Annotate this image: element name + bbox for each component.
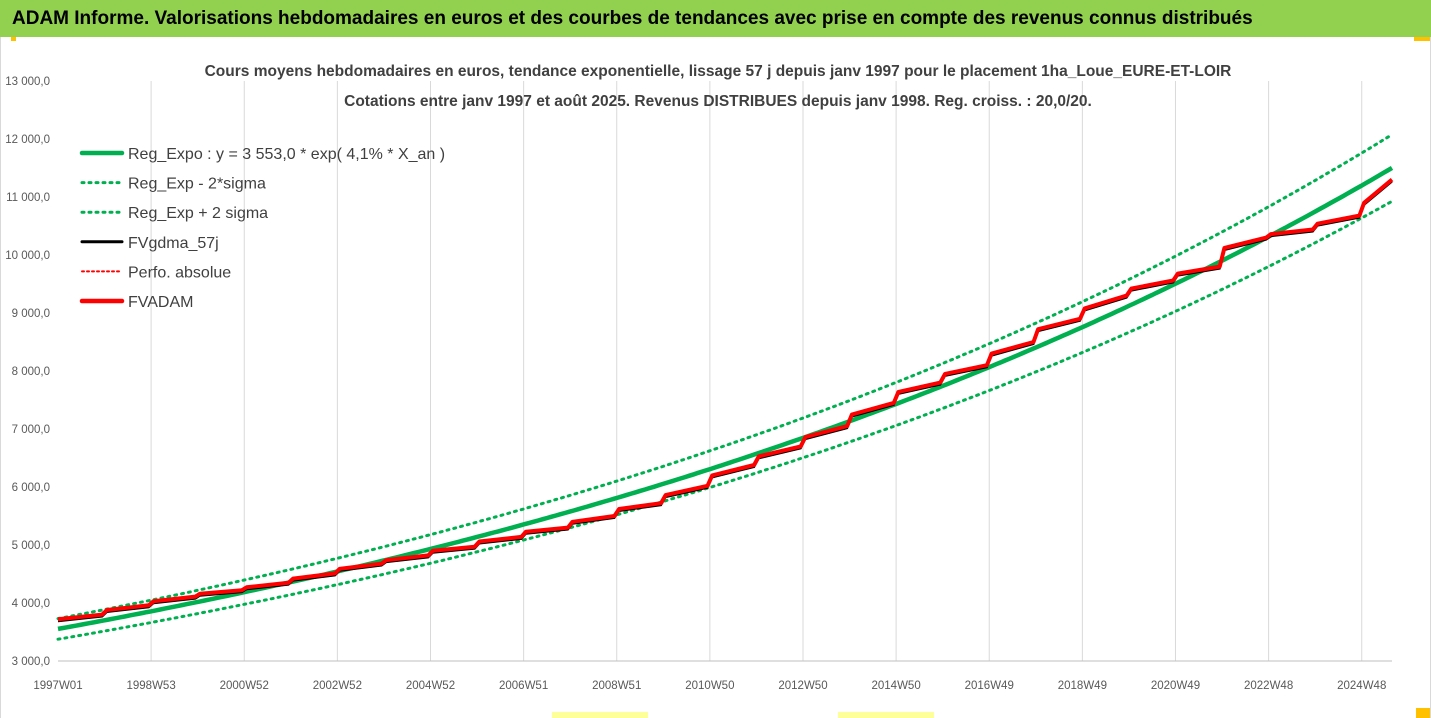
chart-title-line2: Cotations entre janv 1997 et août 2025. …	[344, 93, 1092, 110]
x-tick-label: 2000W52	[220, 680, 269, 692]
series-line-fvadam	[57, 178, 1394, 622]
x-tick-label: 2014W50	[871, 680, 920, 692]
x-tick-label: 1997W01	[33, 680, 82, 692]
x-tick-label: 2018W49	[1058, 680, 1107, 692]
y-tick-label: 8 000,0	[12, 366, 50, 378]
series-line-reg-exp-minus-2sigma	[56, 199, 1394, 641]
x-tick-label: 2006W51	[499, 680, 548, 692]
header-banner: ADAM Informe. Valorisations hebdomadaire…	[0, 0, 1431, 37]
x-tick-label: 2016W49	[965, 680, 1014, 692]
sheet-tab-marker	[838, 712, 934, 718]
x-tick-label: 2010W50	[685, 680, 734, 692]
y-tick-label: 12 000,0	[5, 134, 50, 146]
legend-label: Reg_Expo : y = 3 553,0 * exp( 4,1% * X_a…	[128, 146, 445, 163]
chart-title-line1: Cours moyens hebdomadaires en euros, ten…	[205, 63, 1232, 80]
legend: Reg_Expo : y = 3 553,0 * exp( 4,1% * X_a…	[79, 146, 445, 311]
x-tick-label: 2020W49	[1151, 680, 1200, 692]
legend-label: Reg_Exp - 2*sigma	[128, 176, 266, 193]
x-tick-label: 2012W50	[778, 680, 827, 692]
y-tick-label: 5 000,0	[12, 540, 50, 552]
sheet-tab-marker	[552, 712, 648, 718]
series-lines	[56, 133, 1394, 641]
corner-accent-left	[11, 37, 16, 41]
y-axis: 3 000,0 4 000,0 5 000,0 6 000,0 7 000,0 8 000…	[5, 76, 50, 668]
grid-lines	[150, 81, 1363, 661]
y-tick-label: 9 000,0	[12, 308, 50, 320]
y-tick-label: 3 000,0	[12, 656, 50, 668]
x-tick-label: 1998W53	[127, 680, 176, 692]
x-tick-label: 2022W48	[1244, 680, 1293, 692]
legend-label: Reg_Exp + 2 sigma	[128, 205, 268, 222]
y-tick-label: 11 000,0	[6, 192, 50, 204]
y-tick-label: 4 000,0	[12, 598, 50, 610]
legend-label: FVgdma_57j	[128, 235, 219, 252]
corner-accent-right	[1414, 37, 1431, 41]
legend-label: Perfo. absolue	[128, 264, 231, 281]
x-axis: 1997W01 1998W53 2000W52 2002W52 2004W52 2006W…	[33, 660, 1392, 692]
x-tick-label: 2002W52	[313, 680, 362, 692]
y-tick-label: 10 000,0	[5, 250, 50, 262]
y-tick-label: 6 000,0	[12, 482, 50, 494]
series-line-reg-expo	[57, 165, 1394, 632]
banner-title: ADAM Informe. Valorisations hebdomadaire…	[12, 8, 1253, 29]
corner-accent-bottom-right	[1416, 708, 1431, 718]
series-line-reg-exp-plus-2sigma	[56, 133, 1394, 621]
x-tick-label: 2008W51	[592, 680, 641, 692]
x-tick-label: 2004W52	[406, 680, 455, 692]
x-tick-label: 2024W48	[1337, 680, 1386, 692]
y-tick-label: 7 000,0	[12, 424, 50, 436]
y-tick-label: 13 000,0	[5, 76, 50, 88]
legend-label: FVADAM	[128, 294, 193, 311]
